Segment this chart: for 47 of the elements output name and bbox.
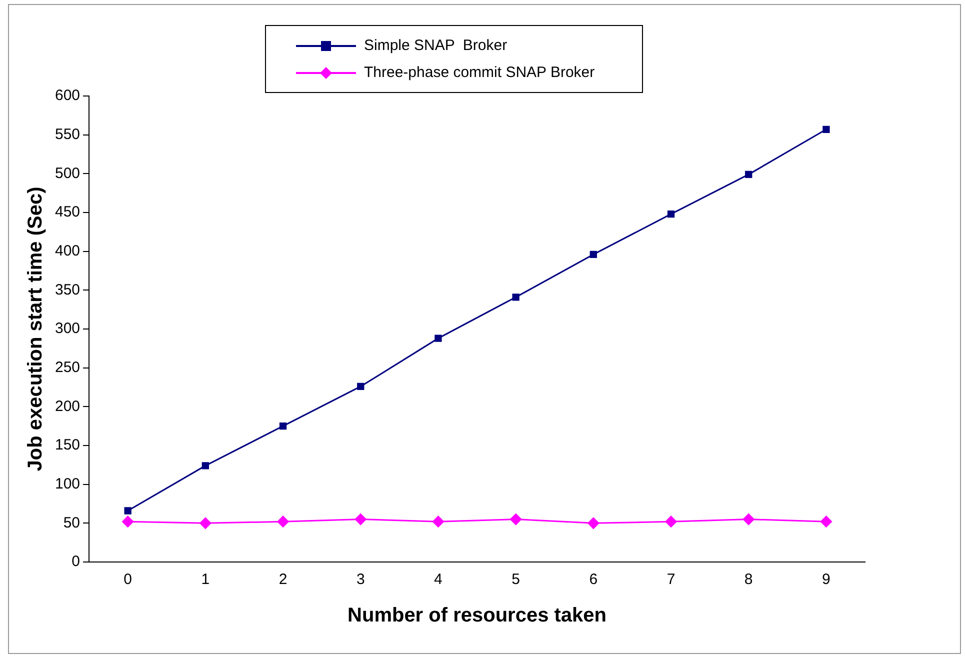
point xyxy=(742,514,754,526)
point xyxy=(588,517,600,529)
x-tick-label: 3 xyxy=(356,571,365,588)
point xyxy=(512,294,520,301)
y-tick-label: 400 xyxy=(54,242,80,260)
x-tick-label: 2 xyxy=(278,571,288,588)
point xyxy=(434,334,442,342)
y-tick-label: 500 xyxy=(54,164,80,182)
y-tick-label: 200 xyxy=(54,398,80,415)
point xyxy=(277,516,289,528)
point xyxy=(354,514,366,526)
y-tick-label: 0 xyxy=(72,553,80,570)
point xyxy=(432,516,444,528)
x-tick-label: 7 xyxy=(666,571,676,588)
x-tick-label: 5 xyxy=(512,571,520,588)
point xyxy=(665,516,677,528)
y-tick-label: 550 xyxy=(54,126,80,143)
point xyxy=(820,516,832,528)
y-tick-label: 250 xyxy=(54,358,80,376)
y-tick-label: 50 xyxy=(63,514,80,532)
x-tick-label: 4 xyxy=(434,571,442,588)
x-tick-label: 0 xyxy=(124,571,132,588)
point xyxy=(124,507,132,514)
point xyxy=(510,514,522,526)
legend-label: Three-phase commit SNAP Broker xyxy=(364,64,595,81)
point xyxy=(667,210,675,218)
y-tick-label: 350 xyxy=(54,281,80,298)
y-tick-label: 150 xyxy=(54,436,80,454)
point xyxy=(357,382,364,390)
point xyxy=(200,517,212,529)
y-tick-label: 100 xyxy=(54,475,80,492)
point xyxy=(202,462,209,470)
x-axis-title: Number of resources taken xyxy=(348,604,607,627)
x-tick-label: 8 xyxy=(744,571,753,588)
x-tick-label: 6 xyxy=(589,571,598,588)
x-tick-label: 9 xyxy=(822,571,830,588)
point xyxy=(822,126,830,133)
point xyxy=(745,170,752,178)
y-tick-label: 450 xyxy=(54,204,80,221)
y-tick-label: 300 xyxy=(54,320,80,338)
point xyxy=(279,422,287,430)
y-axis-title: Job execution start time (Sec) xyxy=(24,186,47,472)
point xyxy=(590,250,597,258)
x-tick-label: 1 xyxy=(201,571,210,588)
y-tick-label: 600 xyxy=(54,87,80,104)
legend-label: Simple SNAP Broker xyxy=(364,37,508,54)
point xyxy=(122,516,134,528)
